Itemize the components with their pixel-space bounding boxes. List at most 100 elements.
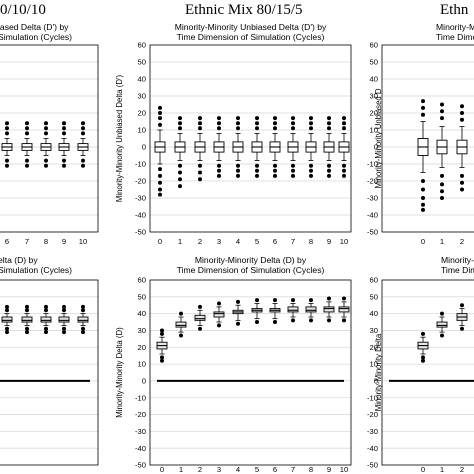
outlier-point xyxy=(421,179,425,183)
y-axis-label: Minority-Minority Delta xyxy=(374,333,383,411)
outlier-point xyxy=(62,326,66,331)
x-tick-label: 3 xyxy=(217,465,221,474)
box-plot xyxy=(40,121,52,168)
outlier-point xyxy=(44,126,48,131)
outlier-point xyxy=(327,116,331,121)
box-plot xyxy=(251,116,263,178)
box xyxy=(323,306,335,313)
x-tick-label: 7 xyxy=(25,237,29,246)
outlier-point xyxy=(273,168,277,173)
y-tick-label: -10 xyxy=(367,393,378,402)
y-tick-label: 20 xyxy=(370,109,378,118)
plot-frame xyxy=(0,279,99,466)
outlier-point xyxy=(421,331,425,336)
outlier-point xyxy=(273,298,277,303)
box-plot xyxy=(77,121,89,168)
outlier-point xyxy=(217,168,221,173)
y-tick-label: -30 xyxy=(135,194,146,203)
box-plot xyxy=(436,102,448,200)
box-plot xyxy=(40,304,52,335)
outlier-point xyxy=(327,168,331,173)
panel-title-bottom-middle: Minority-Minority Delta (D) by Time Dime… xyxy=(177,255,325,275)
outlier-point xyxy=(440,311,444,316)
outlier-point xyxy=(421,202,425,207)
outlier-point xyxy=(327,296,331,301)
outlier-point xyxy=(217,163,221,168)
outlier-point xyxy=(236,168,240,173)
box-plot xyxy=(287,298,299,323)
box-plot xyxy=(251,298,263,325)
x-tick-label: 1 xyxy=(440,237,444,246)
outlier-point xyxy=(158,105,162,110)
outlier-point xyxy=(5,304,9,309)
outlier-point xyxy=(62,131,66,136)
y-tick-label: 40 xyxy=(370,309,378,318)
box-plot xyxy=(232,116,244,178)
y-tick-label: -30 xyxy=(367,194,378,203)
box xyxy=(305,306,317,313)
outlier-point xyxy=(236,173,240,178)
y-tick-label: 50 xyxy=(370,58,378,67)
box-plot xyxy=(77,304,89,335)
box-plot xyxy=(456,104,468,192)
outlier-point xyxy=(160,358,164,363)
outlier-point xyxy=(25,326,29,331)
outlier-point xyxy=(421,187,425,192)
y-axis-label: Minority-Minority Unbiased Delta (D') xyxy=(115,75,124,203)
outlier-point xyxy=(460,104,464,109)
x-tick-label: 9 xyxy=(327,237,331,246)
outlier-point xyxy=(327,173,331,178)
y-tick-label: -40 xyxy=(367,211,378,220)
outlier-point xyxy=(255,298,259,303)
outlier-point xyxy=(178,170,182,175)
outlier-point xyxy=(255,320,259,325)
panel-bottom-right: 6050403020100-10-20-30-40-50Minority-Min… xyxy=(367,276,474,474)
outlier-point xyxy=(440,173,444,178)
outlier-point xyxy=(236,126,240,131)
y-tick-label: -50 xyxy=(135,228,146,237)
outlier-point xyxy=(421,99,425,104)
x-tick-label: 5 xyxy=(255,465,259,474)
box-plot xyxy=(305,116,317,178)
outlier-point xyxy=(62,304,66,309)
outlier-point xyxy=(291,126,295,131)
box-plot xyxy=(58,304,70,335)
outlier-point xyxy=(25,131,29,136)
outlier-point xyxy=(273,126,277,131)
plot-frame xyxy=(381,44,474,233)
outlier-point xyxy=(179,333,183,338)
outlier-point xyxy=(25,163,29,168)
outlier-point xyxy=(421,355,425,360)
outlier-point xyxy=(273,173,277,178)
outlier-point xyxy=(81,304,85,309)
plot-frame xyxy=(381,279,474,466)
outlier-point xyxy=(421,196,425,200)
outlier-point xyxy=(440,196,444,200)
outlier-point xyxy=(273,163,277,168)
outlier-point xyxy=(62,121,66,126)
x-tick-label: 10 xyxy=(340,237,348,246)
outlier-point xyxy=(62,330,66,335)
panel-title-line: elta (D) by xyxy=(0,255,38,265)
section-title-middle: Ethnic Mix 80/15/5 xyxy=(185,2,303,18)
plot-frame xyxy=(149,44,352,233)
outlier-point xyxy=(198,121,202,126)
outlier-point xyxy=(81,163,85,168)
outlier-point xyxy=(309,163,313,168)
outlier-point xyxy=(440,116,444,121)
x-tick-label: 4 xyxy=(236,237,240,246)
outlier-point xyxy=(81,308,85,313)
box xyxy=(213,311,225,318)
outlier-point xyxy=(309,318,313,323)
x-tick-label: 0 xyxy=(160,465,164,474)
y-tick-label: 60 xyxy=(138,276,146,285)
outlier-point xyxy=(5,131,9,136)
outlier-point xyxy=(178,163,182,168)
outlier-point xyxy=(309,121,313,126)
outlier-point xyxy=(198,116,202,121)
box-plot xyxy=(232,299,244,326)
outlier-point xyxy=(158,122,162,127)
x-tick-label: 3 xyxy=(217,237,221,246)
outlier-point xyxy=(178,121,182,126)
outlier-point xyxy=(421,358,425,363)
